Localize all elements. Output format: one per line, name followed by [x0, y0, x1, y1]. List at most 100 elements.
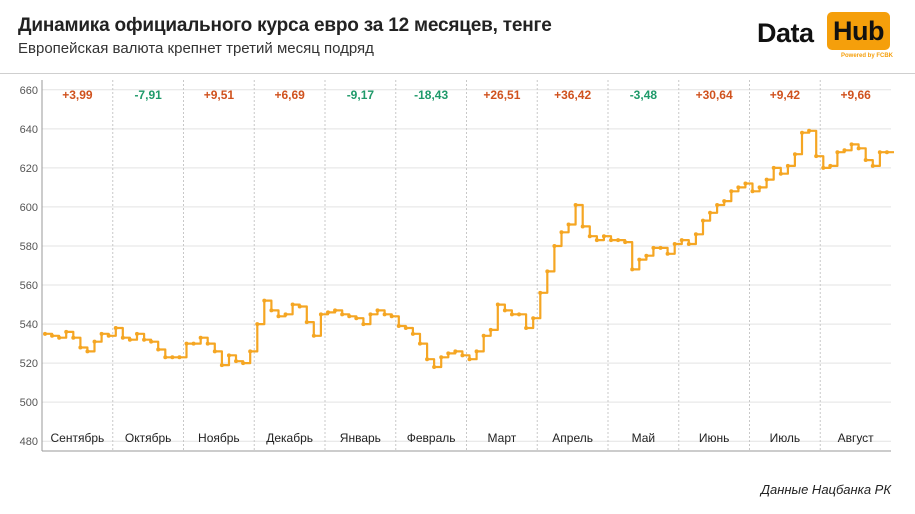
- data-point: [453, 349, 458, 354]
- data-point: [651, 245, 656, 250]
- header-separator: [0, 73, 915, 74]
- data-point: [403, 325, 408, 330]
- series-line: [45, 129, 894, 369]
- data-point: [127, 337, 132, 342]
- data-point: [580, 224, 585, 229]
- y-tick-label: 660: [20, 85, 38, 97]
- data-point: [219, 363, 224, 368]
- month-label: Март: [488, 431, 517, 445]
- data-point: [771, 165, 776, 170]
- y-tick-label: 620: [20, 163, 38, 175]
- month-change-label: +9,42: [770, 88, 801, 102]
- month-change-label: -7,91: [134, 88, 162, 102]
- month-label: Октябрь: [125, 431, 172, 445]
- data-point: [198, 335, 203, 340]
- data-point: [792, 152, 797, 157]
- data-point: [679, 238, 684, 243]
- data-point: [64, 329, 69, 334]
- data-point: [842, 148, 847, 153]
- data-point: [870, 163, 875, 168]
- data-point: [184, 341, 189, 346]
- data-point: [149, 339, 154, 344]
- logo-powered-by: Powered by FCBK: [840, 53, 893, 59]
- data-point: [425, 357, 430, 362]
- data-point: [297, 304, 302, 309]
- data-point: [531, 316, 536, 321]
- data-point: [248, 349, 253, 354]
- data-point: [828, 163, 833, 168]
- data-point: [290, 302, 295, 307]
- data-point: [658, 245, 663, 250]
- data-point: [601, 234, 606, 239]
- data-point: [509, 312, 514, 317]
- data-point: [552, 243, 557, 248]
- month-label: Май: [632, 431, 656, 445]
- data-point: [566, 222, 571, 227]
- y-tick-label: 560: [20, 280, 38, 292]
- data-point: [785, 163, 790, 168]
- data-point: [863, 158, 868, 163]
- data-point: [835, 150, 840, 155]
- data-point: [269, 308, 274, 313]
- data-point: [750, 189, 755, 194]
- data-point: [163, 355, 168, 360]
- data-point: [354, 316, 359, 321]
- month-label: Февраль: [407, 431, 456, 445]
- logo-word-hub: Hub: [827, 12, 890, 50]
- data-point: [92, 339, 97, 344]
- data-point: [474, 349, 479, 354]
- data-point: [700, 218, 705, 223]
- data-point: [283, 312, 288, 317]
- data-point: [226, 353, 231, 358]
- data-point: [191, 341, 196, 346]
- data-point: [311, 333, 316, 338]
- data-point: [432, 365, 437, 370]
- data-point: [502, 308, 507, 313]
- data-point: [234, 359, 239, 364]
- data-point: [736, 185, 741, 190]
- data-point: [205, 341, 210, 346]
- data-point: [460, 353, 465, 358]
- data-point: [693, 232, 698, 237]
- data-point: [545, 269, 550, 274]
- data-point: [644, 253, 649, 258]
- y-tick-label: 500: [20, 397, 38, 409]
- data-point: [113, 325, 118, 330]
- data-point: [446, 351, 451, 356]
- month-change-label: +9,66: [840, 88, 871, 102]
- month-label: Январь: [340, 431, 381, 445]
- data-point: [467, 357, 472, 362]
- data-point: [665, 251, 670, 256]
- data-point: [417, 341, 422, 346]
- data-point: [573, 202, 578, 207]
- month-label: Июнь: [699, 431, 730, 445]
- data-point: [757, 185, 762, 190]
- data-point: [559, 230, 564, 235]
- datahub-logo: Data Hub Powered by FCBK: [757, 10, 897, 65]
- data-point: [170, 355, 175, 360]
- data-point: [495, 302, 500, 307]
- data-point: [241, 361, 246, 366]
- data-point: [389, 314, 394, 319]
- data-point: [50, 333, 55, 338]
- data-point: [57, 335, 62, 340]
- data-point: [71, 335, 76, 340]
- data-point: [609, 238, 613, 243]
- month-change-label: -18,43: [414, 88, 448, 102]
- data-point: [764, 177, 769, 182]
- data-point: [368, 312, 373, 317]
- y-tick-label: 520: [20, 358, 38, 370]
- month-change-label: +26,51: [483, 88, 520, 102]
- data-point: [106, 333, 111, 338]
- data-point: [318, 312, 323, 317]
- data-point: [276, 314, 281, 319]
- data-point: [807, 128, 812, 133]
- data-point: [722, 199, 727, 204]
- logo-word-data: Data: [757, 18, 814, 48]
- y-tick-label: 480: [20, 436, 38, 448]
- data-point: [856, 146, 861, 151]
- y-tick-label: 580: [20, 241, 38, 253]
- data-point: [85, 349, 90, 354]
- data-point: [375, 308, 380, 313]
